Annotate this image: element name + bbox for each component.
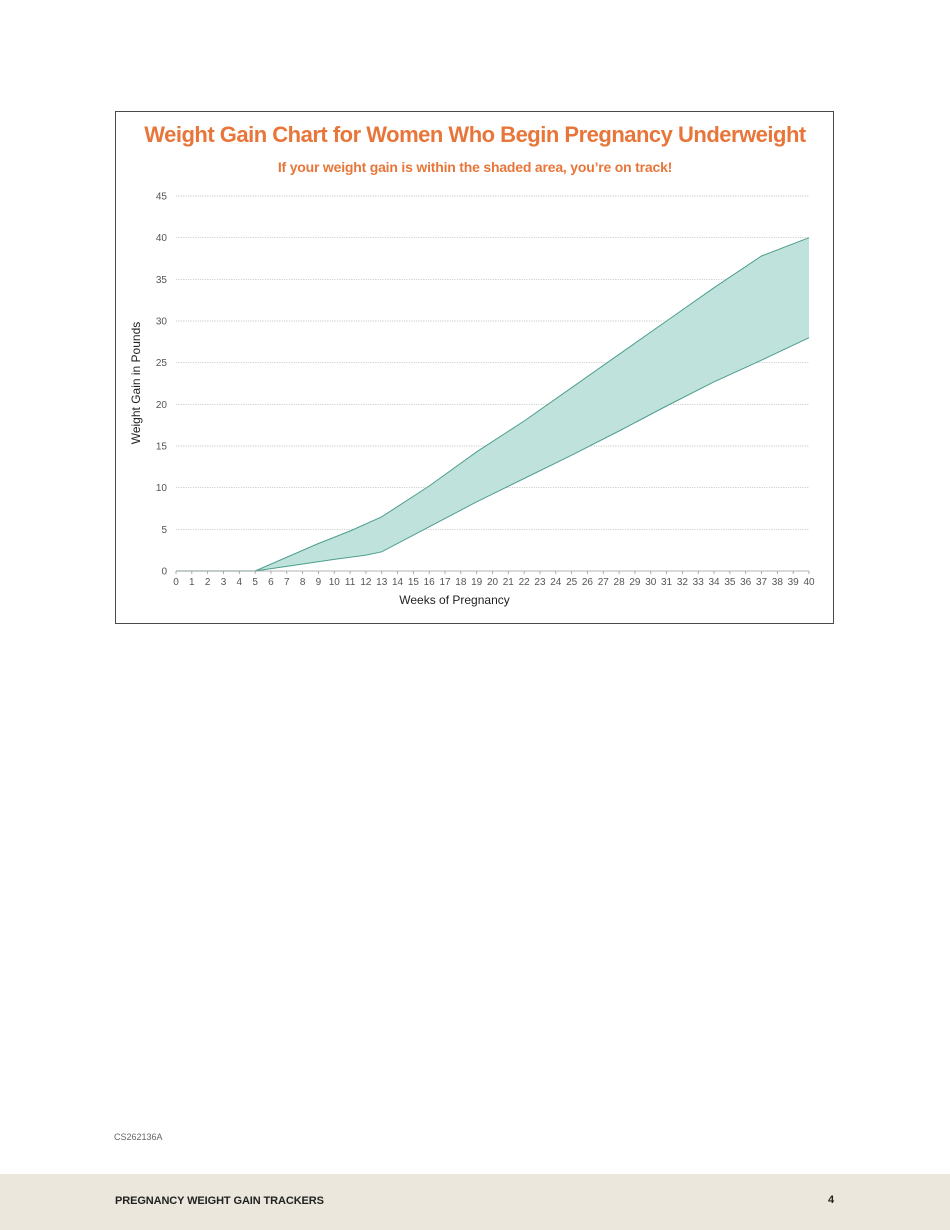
x-axis-title: Weeks of Pregnancy	[399, 593, 510, 607]
x-tick-label: 21	[503, 577, 515, 588]
footer-bar	[0, 1174, 950, 1230]
x-tick-label: 14	[392, 577, 404, 588]
x-tick-label: 32	[677, 577, 689, 588]
x-tick-label: 11	[345, 577, 356, 588]
y-tick-label: 0	[161, 567, 167, 578]
x-tick-label: 37	[756, 577, 768, 588]
x-tick-label: 31	[661, 577, 673, 588]
x-tick-label: 34	[708, 577, 720, 588]
x-tick-label: 18	[455, 577, 467, 588]
x-tick-label: 0	[173, 577, 179, 588]
y-tick-label: 20	[156, 400, 168, 411]
x-tick-label: 15	[408, 577, 420, 588]
y-tick-label: 30	[156, 317, 168, 328]
page-number: 4	[828, 1194, 835, 1206]
x-tick-label: 1	[189, 577, 195, 588]
x-tick-label: 35	[724, 577, 736, 588]
x-tick-label: 13	[376, 577, 388, 588]
x-tick-label: 6	[268, 577, 274, 588]
chart-title: Weight Gain Chart for Women Who Begin Pr…	[144, 122, 806, 147]
x-tick-label: 4	[237, 577, 243, 588]
x-tick-label: 16	[424, 577, 436, 588]
x-tick-label: 39	[788, 577, 800, 588]
x-tick-label: 38	[772, 577, 784, 588]
y-axis-title: Weight Gain in Pounds	[129, 322, 143, 445]
shaded-target-band	[176, 237, 809, 571]
y-tick-label: 40	[156, 233, 168, 244]
x-tick-label: 26	[582, 577, 594, 588]
x-tick-label: 17	[439, 577, 451, 588]
x-tick-label: 8	[300, 577, 306, 588]
x-tick-label: 36	[740, 577, 752, 588]
x-tick-label: 25	[566, 577, 578, 588]
x-tick-label: 28	[614, 577, 626, 588]
y-axis-ticks: 0 5 10 15 20 25 30 35 40 45	[156, 192, 168, 578]
y-tick-label: 5	[161, 525, 167, 536]
y-tick-label: 45	[156, 192, 168, 203]
x-tick-label: 33	[693, 577, 705, 588]
x-tick-label: 5	[252, 577, 258, 588]
x-tick-label: 7	[284, 577, 290, 588]
y-tick-label: 10	[156, 483, 168, 494]
x-tick-label: 10	[329, 577, 341, 588]
x-tick-label: 9	[316, 577, 322, 588]
x-tick-label: 12	[360, 577, 372, 588]
upper-bound-line	[176, 237, 810, 572]
x-tick-label: 27	[598, 577, 610, 588]
x-tick-label: 20	[487, 577, 499, 588]
x-tick-label: 30	[645, 577, 657, 588]
y-tick-label: 35	[156, 275, 168, 286]
x-tick-label: 19	[471, 577, 483, 588]
x-tick-label: 23	[534, 577, 546, 588]
chart-subtitle: If your weight gain is within the shaded…	[277, 159, 673, 175]
document-code: CS262136A	[114, 1132, 163, 1142]
x-tick-label: 3	[221, 577, 227, 588]
x-tick-label: 24	[550, 577, 562, 588]
footer-title: PREGNANCY WEIGHT GAIN TRACKERS	[115, 1195, 324, 1207]
y-tick-label: 15	[156, 442, 168, 453]
x-tick-label: 29	[629, 577, 641, 588]
x-tick-label: 22	[519, 577, 531, 588]
x-tick-label: 40	[803, 577, 815, 588]
x-axis-ticks: 0 1 2 3 4 5 6 7 8 9 10 11 12 13 14 15 16 17 18 19 20 21 22 23 24…	[173, 571, 815, 588]
lower-bound-line	[176, 337, 810, 572]
y-tick-label: 25	[156, 358, 168, 369]
x-tick-label: 2	[205, 577, 211, 588]
